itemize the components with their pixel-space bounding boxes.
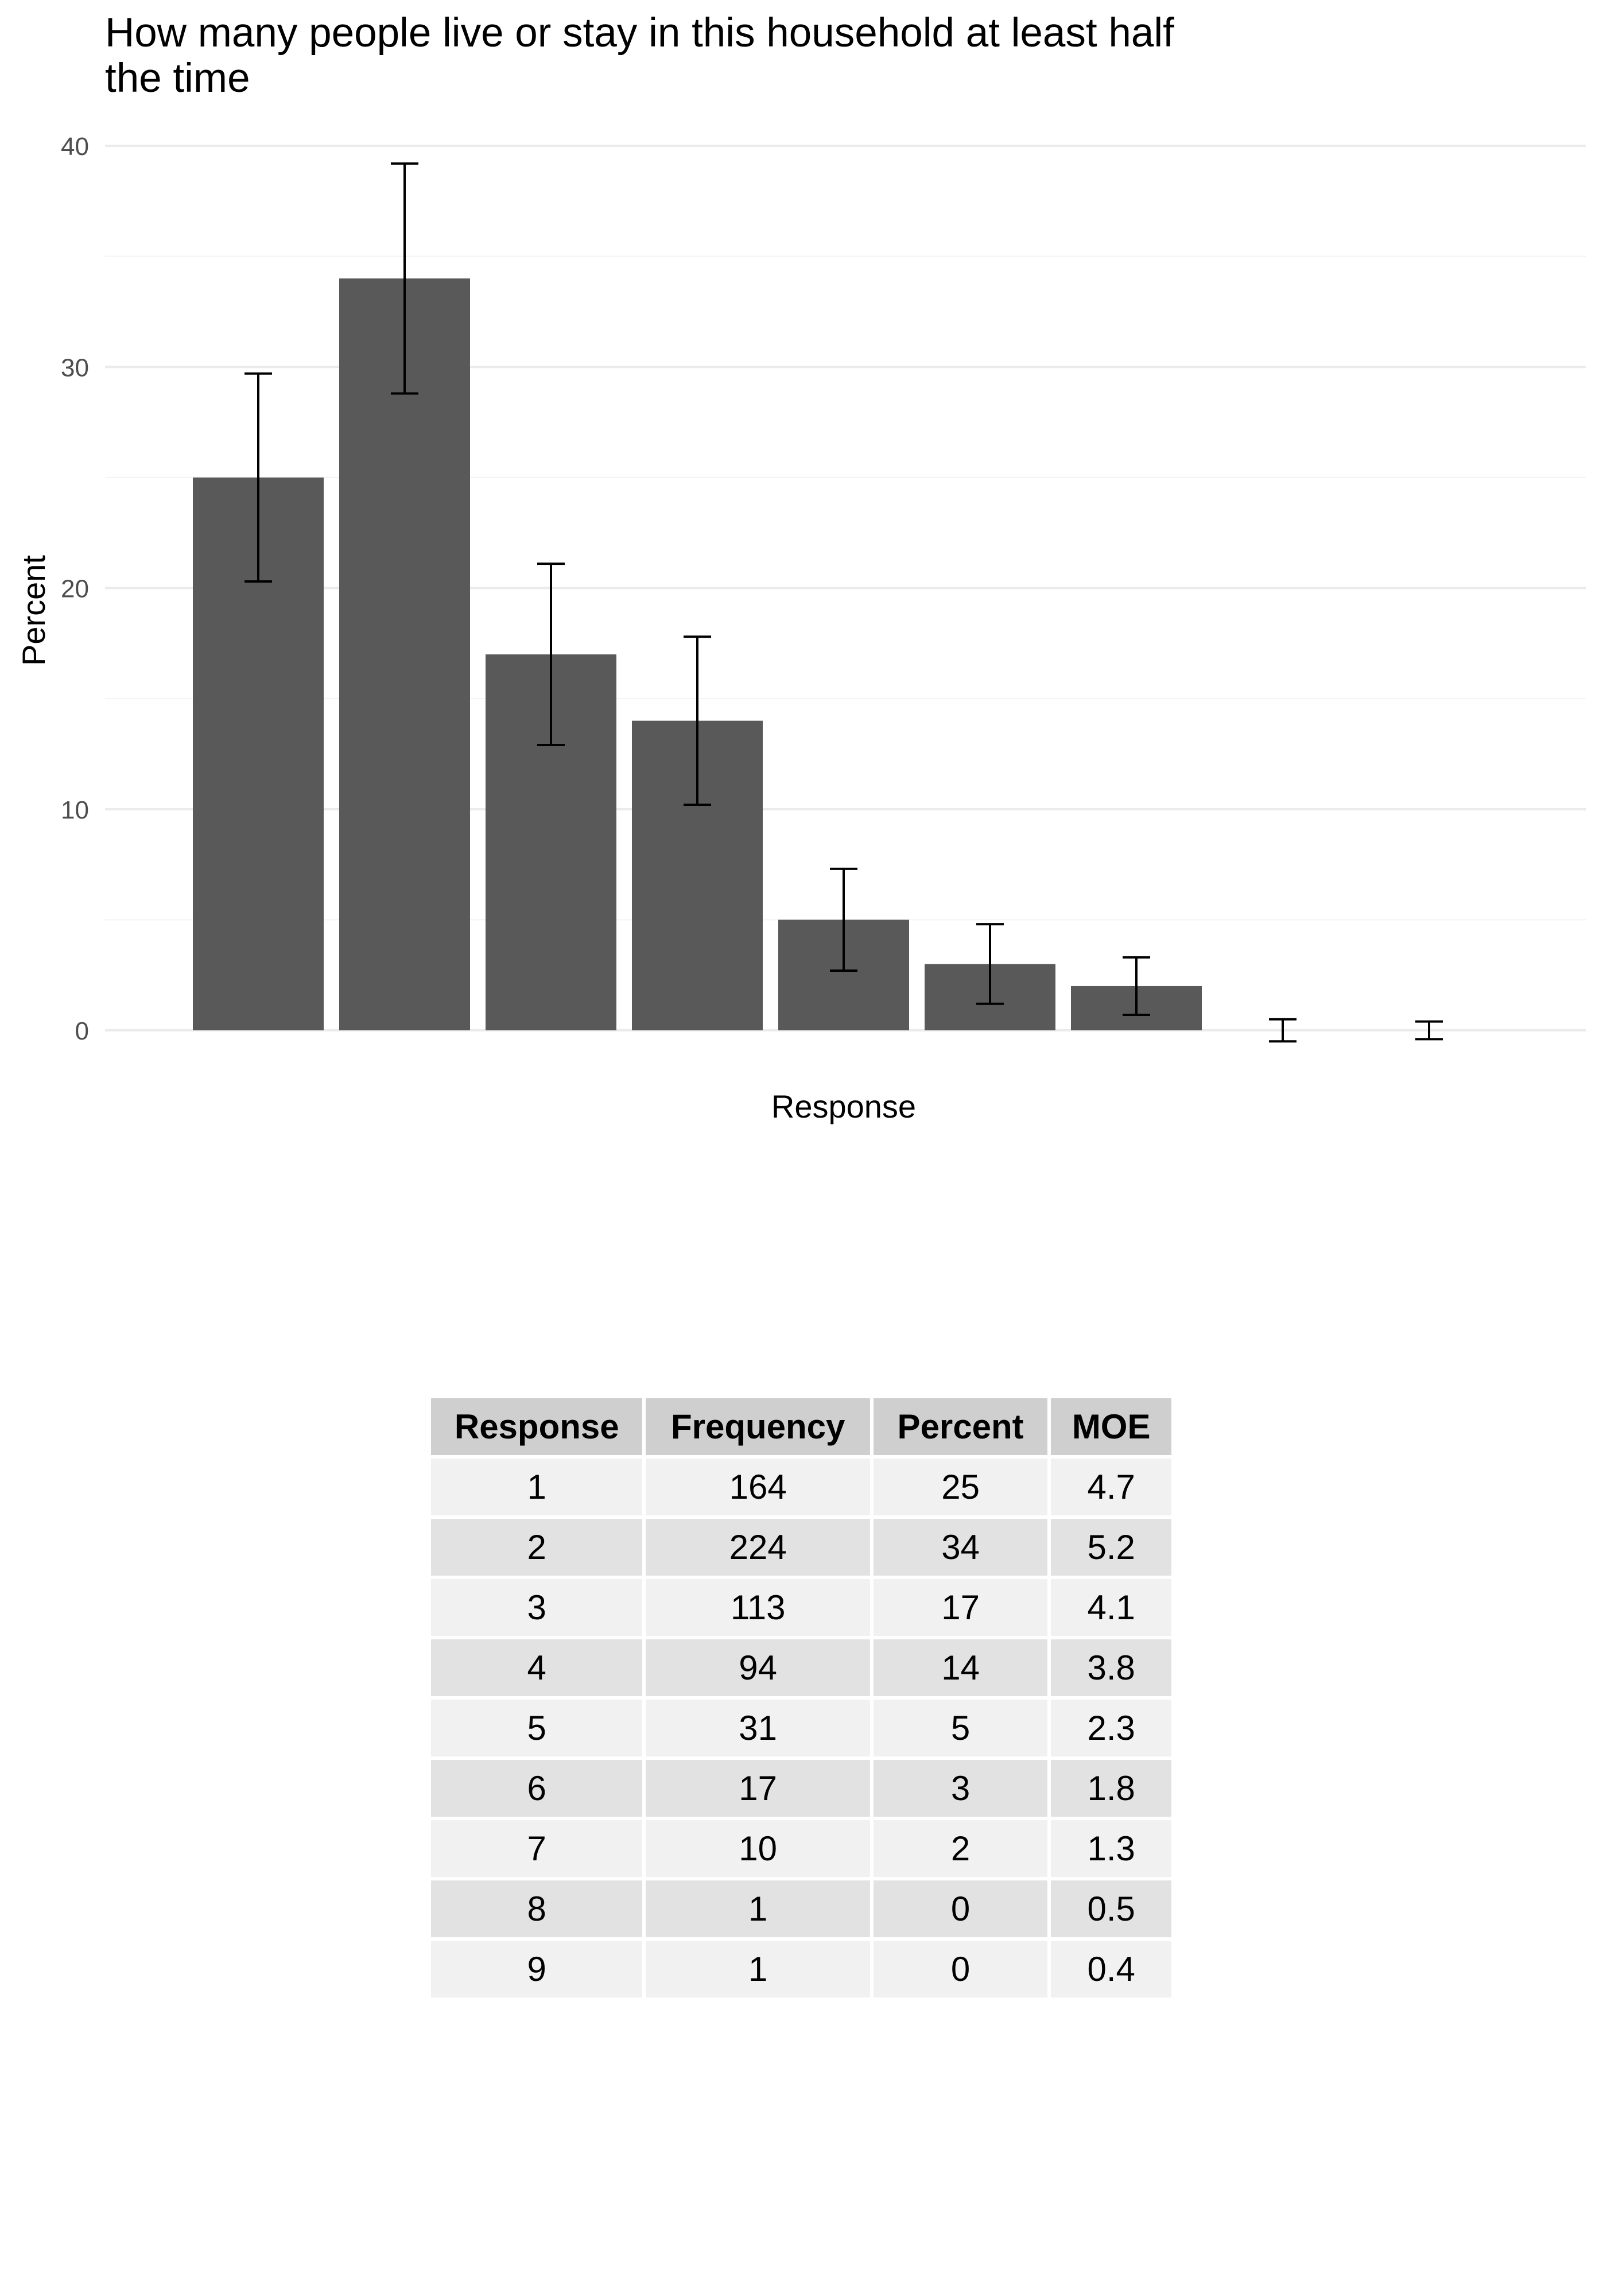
- cell-response: 5: [427, 1696, 646, 1760]
- cell-percent: 5: [870, 1696, 1051, 1760]
- cell-response: 8: [427, 1877, 646, 1941]
- header-moe: MOE: [1047, 1395, 1175, 1459]
- cell-moe: 4.1: [1047, 1576, 1175, 1639]
- cell-percent: 17: [870, 1576, 1051, 1639]
- header-frequency: Frequency: [642, 1395, 874, 1459]
- cell-moe: 4.7: [1047, 1455, 1175, 1519]
- cell-moe: 2.3: [1047, 1696, 1175, 1760]
- cell-response: 2: [427, 1515, 646, 1579]
- y-tick-label: 0: [75, 1017, 89, 1045]
- cell-percent: 2: [870, 1817, 1051, 1880]
- cell-moe: 3.8: [1047, 1636, 1175, 1700]
- bar-2: [339, 278, 470, 1030]
- y-axis-ticks: 0 10 20 30 40: [61, 133, 89, 1045]
- cell-percent: 25: [870, 1455, 1051, 1519]
- table-row: 2 224 34 5.2: [427, 1515, 1175, 1579]
- cell-moe: 1.8: [1047, 1756, 1175, 1820]
- cell-moe: 5.2: [1047, 1515, 1175, 1579]
- table-row: 8 1 0 0.5: [427, 1877, 1175, 1941]
- y-tick-label: 40: [61, 133, 89, 161]
- header-response: Response: [427, 1395, 646, 1459]
- cell-frequency: 94: [642, 1636, 874, 1700]
- cell-moe: 0.5: [1047, 1877, 1175, 1941]
- cell-percent: 34: [870, 1515, 1051, 1579]
- cell-moe: 1.3: [1047, 1817, 1175, 1880]
- cell-frequency: 31: [642, 1696, 874, 1760]
- table-row: 6 17 3 1.8: [427, 1756, 1175, 1820]
- y-tick-label: 10: [61, 796, 89, 824]
- table-row: 1 164 25 4.7: [427, 1455, 1175, 1519]
- cell-frequency: 113: [642, 1576, 874, 1639]
- grid-lines: [105, 145, 1586, 1031]
- cell-response: 7: [427, 1817, 646, 1880]
- cell-response: 1: [427, 1455, 646, 1519]
- x-axis-title: Response: [771, 1088, 917, 1124]
- header-percent: Percent: [870, 1395, 1051, 1459]
- cell-response: 4: [427, 1636, 646, 1700]
- cell-frequency: 1: [642, 1877, 874, 1941]
- y-tick-label: 20: [61, 575, 89, 603]
- cell-frequency: 164: [642, 1455, 874, 1519]
- cell-frequency: 1: [642, 1937, 874, 2001]
- table-header-row: Response Frequency Percent MOE: [427, 1395, 1175, 1459]
- cell-percent: 14: [870, 1636, 1051, 1700]
- cell-frequency: 10: [642, 1817, 874, 1880]
- bars: [193, 278, 1202, 1030]
- error-bars: [244, 162, 1443, 1043]
- cell-moe: 0.4: [1047, 1937, 1175, 2001]
- cell-frequency: 224: [642, 1515, 874, 1579]
- cell-response: 9: [427, 1937, 646, 2001]
- table-row: 3 113 17 4.1: [427, 1576, 1175, 1639]
- table-row: 9 1 0 0.4: [427, 1937, 1175, 2001]
- table-row: 7 10 2 1.3: [427, 1817, 1175, 1880]
- chart-title: How many people live or stay in this hou…: [105, 10, 1174, 101]
- cell-percent: 3: [870, 1756, 1051, 1820]
- y-axis-title: Percent: [15, 555, 52, 666]
- table-row: 4 94 14 3.8: [427, 1636, 1175, 1700]
- cell-percent: 0: [870, 1937, 1051, 2001]
- bar-chart: 0 10 20 30 40: [61, 133, 1586, 1045]
- cell-frequency: 17: [642, 1756, 874, 1820]
- frequency-table: Response Frequency Percent MOE 1 164 25 …: [427, 1395, 1175, 2001]
- cell-percent: 0: [870, 1877, 1051, 1941]
- table-row: 5 31 5 2.3: [427, 1696, 1175, 1760]
- cell-response: 3: [427, 1576, 646, 1639]
- cell-response: 6: [427, 1756, 646, 1820]
- y-tick-label: 30: [61, 354, 89, 382]
